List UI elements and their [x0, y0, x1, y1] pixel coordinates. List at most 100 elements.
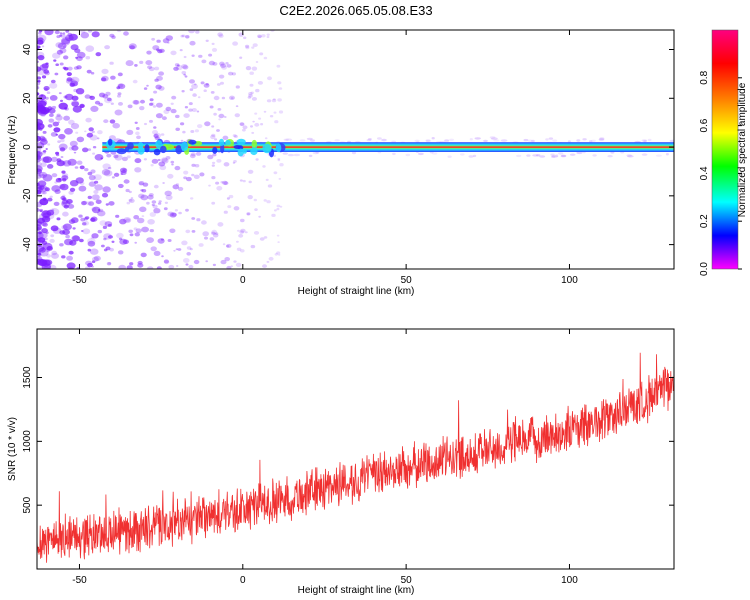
noise-speckle — [59, 147, 66, 152]
noise-speckle — [247, 169, 254, 174]
snr-series-line — [37, 352, 674, 563]
noise-speckle — [576, 139, 581, 142]
noise-speckle — [147, 194, 154, 200]
noise-speckle — [136, 135, 141, 140]
noise-speckle — [60, 138, 65, 143]
noise-speckle — [61, 199, 69, 205]
noise-speckle — [50, 234, 55, 238]
noise-speckle — [175, 248, 179, 251]
noise-speckle — [162, 182, 165, 184]
noise-speckle — [42, 197, 47, 201]
noise-speckle — [181, 34, 186, 38]
noise-speckle — [41, 173, 45, 177]
noise-speckle — [244, 231, 248, 234]
spectrogram-y-label: Frequency (Hz) — [7, 116, 18, 185]
noise-speckle — [112, 122, 120, 129]
noise-speckle — [146, 201, 150, 205]
noise-speckle — [97, 210, 106, 217]
noise-speckle — [37, 108, 48, 116]
spectrogram-panel: -50 0 50 100 -40 -20 0 20 40 Height of straight… — [7, 29, 675, 297]
noise-speckle — [212, 161, 216, 165]
noise-speckle — [271, 213, 276, 217]
colorbar-label: Normalized spectral amplitude — [737, 82, 748, 217]
x-tick-label: 0 — [240, 575, 246, 586]
noise-speckle — [154, 78, 159, 82]
y-tick-label: 1500 — [22, 366, 33, 389]
noise-speckle — [167, 211, 174, 217]
noise-speckle — [266, 260, 270, 263]
noise-speckle — [62, 173, 69, 178]
noise-speckle — [55, 42, 64, 48]
noise-speckle — [220, 181, 224, 184]
noise-speckle — [134, 64, 138, 67]
noise-speckle — [153, 90, 158, 94]
x-tick-label: 50 — [401, 275, 413, 286]
noise-speckle — [238, 233, 244, 238]
noise-speckle — [189, 88, 194, 91]
noise-speckle — [38, 31, 42, 35]
spectrogram-x-ticks: -50 0 50 100 — [72, 30, 578, 286]
noise-speckle — [149, 119, 153, 123]
noise-speckle — [149, 229, 154, 233]
noise-speckle — [274, 253, 278, 256]
signal-blob — [237, 148, 244, 157]
noise-speckle — [56, 160, 65, 167]
noise-speckle — [552, 139, 558, 142]
noise-speckle — [94, 184, 103, 191]
noise-speckle — [63, 115, 70, 121]
noise-speckle — [67, 158, 77, 166]
noise-speckle — [181, 64, 188, 69]
noise-speckle — [222, 243, 226, 246]
noise-speckle — [108, 235, 113, 239]
noise-speckle — [117, 72, 123, 77]
noise-speckle — [483, 139, 488, 143]
noise-speckle — [89, 95, 93, 98]
noise-speckle — [83, 221, 90, 226]
noise-speckle — [212, 233, 219, 238]
noise-speckle — [174, 209, 178, 212]
noise-speckle — [190, 197, 194, 200]
noise-speckle — [217, 32, 223, 37]
noise-speckle — [245, 46, 250, 50]
noise-speckle — [259, 52, 264, 56]
noise-speckle — [51, 173, 58, 178]
noise-speckle — [59, 184, 66, 189]
noise-speckle — [134, 121, 138, 125]
noise-speckle — [151, 158, 159, 164]
noise-speckle — [551, 155, 559, 158]
noise-speckle — [118, 102, 123, 106]
noise-speckle — [182, 130, 186, 134]
signal-blob — [251, 139, 257, 148]
noise-speckle — [66, 199, 73, 204]
noise-speckle — [117, 250, 124, 255]
noise-speckle — [47, 197, 53, 202]
noise-speckle — [53, 201, 60, 206]
noise-speckle — [111, 176, 115, 179]
noise-speckle — [105, 91, 111, 96]
noise-speckle — [173, 66, 179, 71]
noise-speckle — [598, 138, 605, 141]
noise-speckle — [146, 266, 154, 269]
noise-speckle — [69, 180, 79, 187]
noise-speckle — [306, 137, 313, 141]
noise-speckle — [278, 87, 283, 90]
noise-speckle — [109, 119, 116, 124]
x-tick-label: 100 — [561, 575, 578, 586]
noise-speckle — [276, 64, 281, 68]
noise-speckle — [250, 91, 254, 95]
noise-speckle — [169, 212, 177, 218]
noise-speckle — [139, 60, 144, 64]
noise-speckle — [37, 227, 44, 234]
noise-speckle — [120, 173, 124, 176]
noise-speckle — [42, 210, 49, 215]
noise-speckle — [285, 138, 293, 141]
noise-speckle — [151, 37, 156, 41]
noise-speckle — [44, 71, 50, 76]
noise-speckle — [473, 154, 477, 158]
signal-blob — [242, 148, 247, 154]
noise-speckle — [165, 35, 173, 41]
noise-speckle — [368, 138, 372, 141]
noise-speckle — [246, 213, 250, 216]
noise-speckle — [137, 217, 145, 224]
noise-speckle — [37, 100, 47, 108]
